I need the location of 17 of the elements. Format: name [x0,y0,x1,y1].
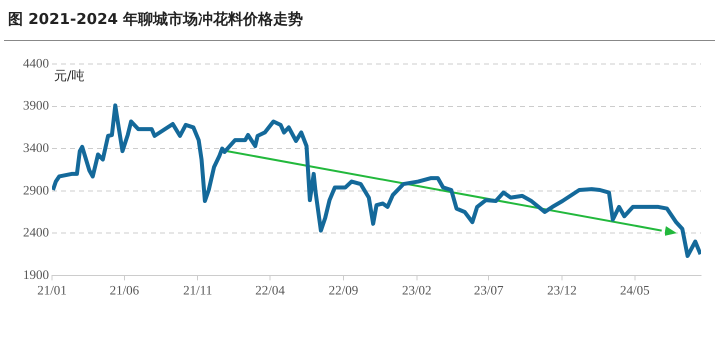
y-tick-label: 2400 [23,224,49,240]
x-tick-label: 21/11 [183,282,212,298]
x-tick-label: 21/06 [110,282,140,298]
y-tick-label: 1900 [23,266,49,282]
x-tick-label: 22/04 [255,282,286,298]
x-tick-label: 23/12 [547,282,577,298]
x-tick-label: 22/09 [328,282,358,298]
x-tick-label: 24/05 [620,282,650,298]
y-axis-title: 元/吨 [54,68,84,84]
x-tick-label: 21/01 [37,282,67,298]
chart-title: 图 2021-2024 年聊城市场冲花料价格走势 [8,10,304,29]
y-tick-label: 2900 [23,182,49,198]
y-tick-label: 3900 [23,98,49,113]
x-tick-label: 23/07 [474,282,504,298]
y-tick-label: 4400 [23,55,49,70]
x-tick-label: 23/02 [402,282,432,298]
y-tick-label: 3400 [23,140,49,155]
